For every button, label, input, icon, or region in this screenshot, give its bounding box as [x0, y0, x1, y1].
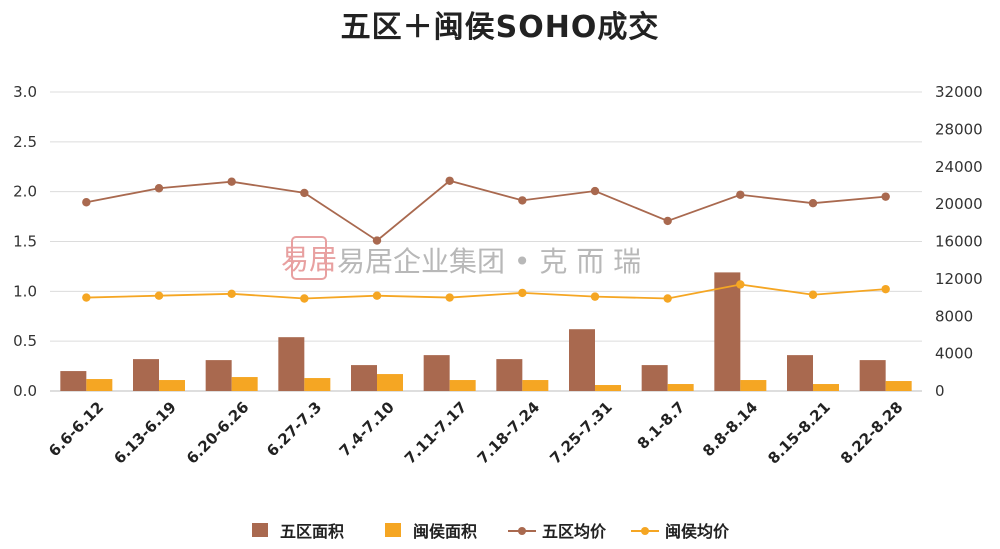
point — [372, 236, 382, 245]
right-tick-label: 0 — [935, 382, 945, 400]
right-tick-label: 16000 — [935, 233, 983, 251]
left-tick-label: 2.5 — [13, 133, 37, 151]
legend-label: 闽侯均价 — [665, 522, 730, 541]
x-tick-label: 8.15-8.21 — [764, 398, 833, 467]
bar — [522, 380, 549, 391]
gridlines — [50, 91, 922, 392]
point — [518, 288, 527, 298]
bar — [667, 384, 694, 391]
legend-label: 闽侯面积 — [413, 522, 477, 541]
bar — [496, 359, 523, 391]
point — [227, 177, 236, 186]
x-tick-label: 7.11-7.17 — [401, 398, 470, 467]
x-tick-label: 7.25-7.31 — [546, 398, 615, 467]
bar — [813, 384, 839, 391]
left-tick-label: 1.0 — [13, 282, 37, 300]
bar — [205, 360, 232, 391]
point — [82, 293, 91, 302]
legend-swatch — [252, 523, 268, 537]
right-tick-label: 8000 — [935, 307, 973, 325]
bar — [423, 355, 450, 391]
legend-swatch-marker — [641, 527, 649, 535]
bar — [231, 377, 258, 391]
x-tick-label: 6.27-7.3 — [263, 398, 325, 460]
point — [881, 192, 890, 201]
x-tick-label: 6.13-6.19 — [110, 398, 179, 467]
bar — [641, 365, 668, 391]
bar — [449, 380, 476, 391]
right-tick-label: 12000 — [935, 270, 983, 288]
left-tick-label: 3.0 — [13, 83, 37, 101]
point — [881, 284, 890, 294]
bar — [304, 378, 331, 391]
point — [82, 198, 91, 207]
right-tick-label: 28000 — [935, 120, 983, 138]
left-tick-label: 2.0 — [13, 183, 37, 201]
left-tick-label: 1.5 — [13, 233, 37, 251]
point — [590, 292, 600, 301]
bar — [569, 329, 595, 391]
bar — [859, 360, 886, 391]
right-axis: 0 4000 8000 12000 16000 20000 24000 28000 32000 — [935, 83, 983, 400]
left-tick-label: 0.0 — [13, 382, 37, 400]
point — [736, 280, 745, 289]
point — [663, 216, 672, 226]
legend-swatch-marker — [518, 527, 526, 535]
series-line — [86, 179, 886, 242]
bar — [351, 365, 377, 391]
legend-label: 五区均价 — [542, 522, 607, 541]
point — [590, 186, 600, 196]
x-tick-label: 8.1-8.7 — [634, 398, 689, 453]
point — [227, 289, 236, 299]
legend: 五区面积 闽侯面积 五区均价 闽侯均价 — [252, 522, 730, 541]
bar — [133, 359, 159, 391]
point — [300, 294, 309, 303]
bar — [595, 385, 621, 391]
bar — [787, 355, 813, 391]
x-tick-label: 8.8-8.14 — [699, 398, 761, 460]
bar — [86, 379, 113, 391]
x-axis: 6.6-6.12 6.13-6.19 6.20-6.26 6.27-7.3 7.4-7.… — [45, 398, 906, 467]
bar — [377, 374, 403, 391]
point — [663, 294, 672, 303]
x-tick-label: 6.6-6.12 — [45, 398, 107, 460]
point — [300, 188, 309, 198]
right-tick-label: 20000 — [935, 195, 983, 213]
point — [445, 293, 454, 302]
legend-label: 五区面积 — [280, 522, 344, 541]
x-tick-label: 7.18-7.24 — [474, 398, 543, 467]
bar — [714, 272, 741, 391]
point — [372, 291, 382, 300]
legend-swatch — [385, 523, 401, 537]
x-tick-label: 6.20-6.26 — [183, 398, 252, 467]
right-tick-label: 4000 — [935, 345, 973, 363]
bar — [60, 371, 87, 391]
bars — [60, 272, 912, 391]
left-tick-label: 0.5 — [13, 332, 37, 350]
watermark: 易居 易居企业集团 • 克 而 瑞 — [281, 236, 641, 280]
point — [154, 291, 164, 300]
watermark-seal-frame — [291, 236, 327, 280]
point — [154, 184, 164, 193]
bar — [159, 380, 185, 391]
series-line — [86, 283, 886, 300]
chart-title: 五区＋闽侯SOHO成交 — [340, 10, 660, 45]
point — [445, 176, 454, 185]
left-axis: 0.0 0.5 1.0 1.5 2.0 2.5 3.0 — [13, 83, 37, 400]
watermark-seal: 易居 — [281, 243, 337, 276]
lines — [82, 176, 890, 303]
bar — [740, 380, 767, 391]
bar — [885, 381, 912, 391]
right-tick-label: 32000 — [935, 83, 983, 101]
point — [808, 290, 818, 299]
point — [518, 196, 527, 205]
point — [808, 198, 818, 208]
x-tick-label: 8.22-8.28 — [837, 398, 906, 467]
x-tick-label: 7.4-7.10 — [336, 398, 398, 460]
watermark-text: 易居企业集团 • 克 而 瑞 — [337, 245, 641, 278]
right-tick-label: 24000 — [935, 158, 983, 176]
point — [736, 190, 745, 199]
bar — [278, 337, 305, 391]
